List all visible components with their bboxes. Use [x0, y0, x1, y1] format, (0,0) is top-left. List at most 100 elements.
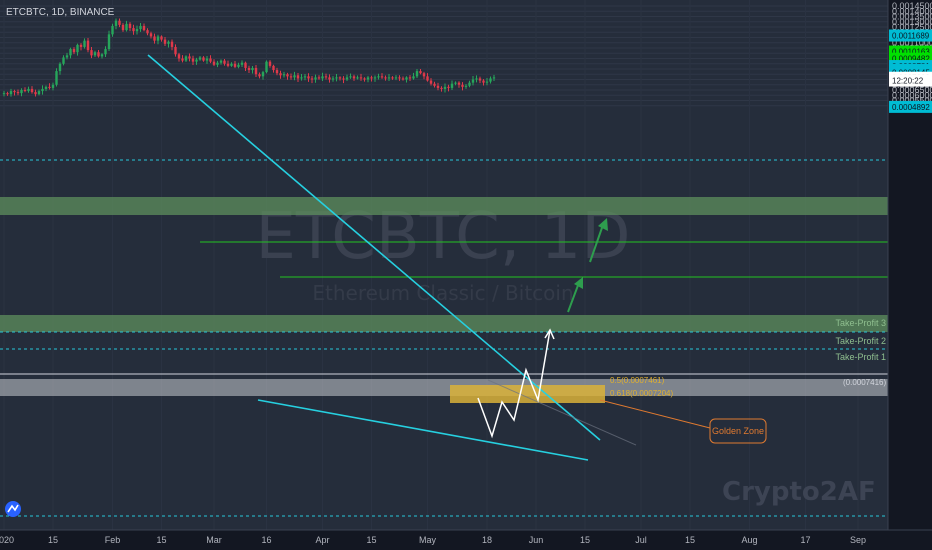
- candle-body: [349, 76, 352, 78]
- candle-body: [219, 60, 223, 63]
- tradingview-logo-icon[interactable]: [5, 501, 21, 517]
- candle-body: [426, 76, 429, 81]
- y-tick-label: 0.0006500: [892, 85, 932, 95]
- candle-body: [226, 63, 230, 66]
- candle-body: [247, 67, 251, 71]
- candle-body: [76, 44, 79, 53]
- candle-body: [419, 71, 422, 74]
- candle-body: [415, 71, 419, 77]
- candle-body: [359, 77, 363, 79]
- candle-body: [107, 34, 111, 50]
- y-tick-label: 0.0011000: [892, 38, 932, 48]
- candle-body: [121, 24, 125, 31]
- x-axis[interactable]: 2020 15 Feb 15 Mar 16 Apr 15 May 18 Jun 15 Jul 15 Aug 1…: [0, 535, 866, 545]
- candle-body: [314, 77, 317, 80]
- candle-body: [114, 20, 118, 26]
- left-price-label: (0.0007416): [843, 378, 886, 387]
- candle-body: [223, 60, 226, 64]
- zigzag-arrow-head: [544, 328, 555, 340]
- candle-body: [268, 61, 272, 66]
- candle-body: [149, 33, 153, 37]
- price-tag-label: 0.0011689: [892, 32, 930, 41]
- price-tag-label: 0.0004892: [892, 103, 930, 112]
- candle-body: [177, 54, 181, 59]
- candle-body: [373, 77, 377, 79]
- trendline-projection: [487, 379, 637, 446]
- candle-body: [317, 77, 321, 79]
- candle-body: [79, 44, 83, 47]
- x-tick-label: Jun: [529, 535, 544, 545]
- candle-body: [265, 61, 268, 73]
- candle-body: [324, 76, 328, 78]
- candle-body: [188, 56, 191, 59]
- candle-body: [104, 49, 107, 55]
- candle-body: [401, 78, 405, 80]
- candle-body: [261, 72, 265, 77]
- x-tick-label: 15: [156, 535, 166, 545]
- price-tag: [889, 74, 932, 87]
- candle-body: [380, 76, 384, 78]
- price-tags: 0.00116890.00101630.00094820.00087810.00…: [889, 29, 932, 113]
- candle-body: [83, 40, 86, 47]
- candle-body: [163, 39, 167, 44]
- candle-body: [485, 81, 489, 83]
- candle-body: [125, 23, 128, 31]
- candle-body: [293, 75, 296, 78]
- candle-body: [310, 78, 314, 80]
- projected-zigzag: [477, 329, 551, 439]
- candle-body: [41, 88, 44, 92]
- x-tick-label: Mar: [206, 535, 222, 545]
- candle-body: [272, 65, 275, 71]
- candle-body: [429, 80, 433, 84]
- candle-body: [205, 58, 209, 61]
- golden-zone-pointer: [599, 399, 711, 429]
- candle-body: [352, 76, 356, 79]
- candle-body: [34, 92, 37, 95]
- resistance-zone-upper: [0, 197, 888, 215]
- candle-body: [212, 61, 216, 65]
- candle-body: [342, 78, 345, 80]
- candle-body: [86, 40, 90, 51]
- golden-zone-callout: [709, 418, 767, 444]
- price-tag: [889, 100, 932, 113]
- price-tag: [889, 52, 932, 65]
- candles: [2, 18, 496, 97]
- candle-body: [62, 57, 65, 64]
- x-tick-label: 16: [261, 535, 271, 545]
- candle-body: [160, 36, 163, 40]
- candle-body: [174, 46, 177, 55]
- candle-body: [258, 74, 261, 77]
- candle-body: [377, 76, 380, 78]
- candle-body: [345, 77, 349, 80]
- candle-body: [335, 77, 338, 79]
- candle-body: [436, 85, 440, 88]
- fib-0618-label: 0.618(0.0007204): [610, 389, 674, 398]
- candle-body: [202, 57, 205, 61]
- candle-body: [58, 63, 62, 72]
- price-tag-label: 0.0009482: [892, 55, 930, 64]
- candle-body: [30, 88, 34, 93]
- candle-body: [394, 77, 398, 79]
- x-tick-label: 15: [580, 535, 590, 545]
- y-tick-label: 0.0006000: [892, 90, 932, 100]
- take-profit-2-label: Take-Profit 2: [835, 336, 886, 346]
- candle-body: [464, 85, 468, 87]
- candle-body: [363, 78, 366, 80]
- candle-body: [191, 58, 195, 62]
- y-tick-label: 0.0014500: [892, 1, 932, 11]
- candle-body: [142, 25, 146, 31]
- x-tick-label: 2020: [0, 535, 14, 545]
- candle-body: [184, 56, 188, 61]
- x-tick-label: 15: [685, 535, 695, 545]
- candle-body: [482, 80, 485, 83]
- candle-body: [216, 62, 219, 65]
- candle-body: [100, 54, 104, 57]
- candle-body: [370, 77, 373, 79]
- golden-zone-label: Golden Zone: [712, 426, 764, 436]
- x-tick-label: Feb: [105, 535, 121, 545]
- candle-body: [366, 77, 370, 80]
- candle-body: [16, 92, 20, 94]
- candle-body: [303, 76, 307, 78]
- candle-body: [254, 67, 258, 75]
